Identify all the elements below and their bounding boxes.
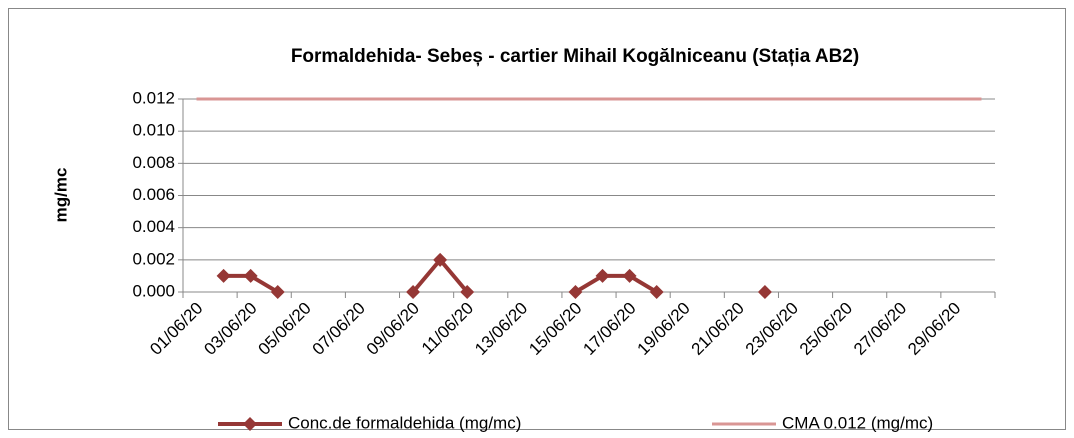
legend-label: CMA 0.012 (mg/mc) (782, 413, 933, 432)
data-point (595, 268, 610, 283)
data-point (216, 268, 231, 283)
legend-label: Conc.de formaldehida (mg/mc) (288, 413, 521, 432)
y-tick-label: 0.012 (132, 88, 175, 107)
chart-title: Formaldehida- Sebeș - cartier Mihail Kog… (291, 46, 859, 67)
y-tick-label: 0.008 (132, 153, 175, 172)
y-tick-label: 0.002 (132, 249, 175, 268)
legend-marker (243, 417, 257, 431)
data-point (649, 285, 664, 299)
data-point (460, 285, 475, 299)
data-point (622, 268, 637, 283)
data-point (243, 268, 258, 283)
chart-border (8, 8, 1066, 430)
y-tick-label: 0.000 (132, 281, 175, 300)
data-point (433, 252, 448, 267)
data-point (757, 285, 772, 299)
y-tick-label: 0.010 (132, 121, 175, 140)
data-point (270, 285, 285, 299)
y-tick-label: 0.006 (132, 185, 175, 204)
y-axis-label: mg/mc (51, 168, 70, 223)
data-point (568, 285, 583, 299)
data-point (406, 285, 421, 299)
y-tick-label: 0.004 (132, 217, 175, 236)
